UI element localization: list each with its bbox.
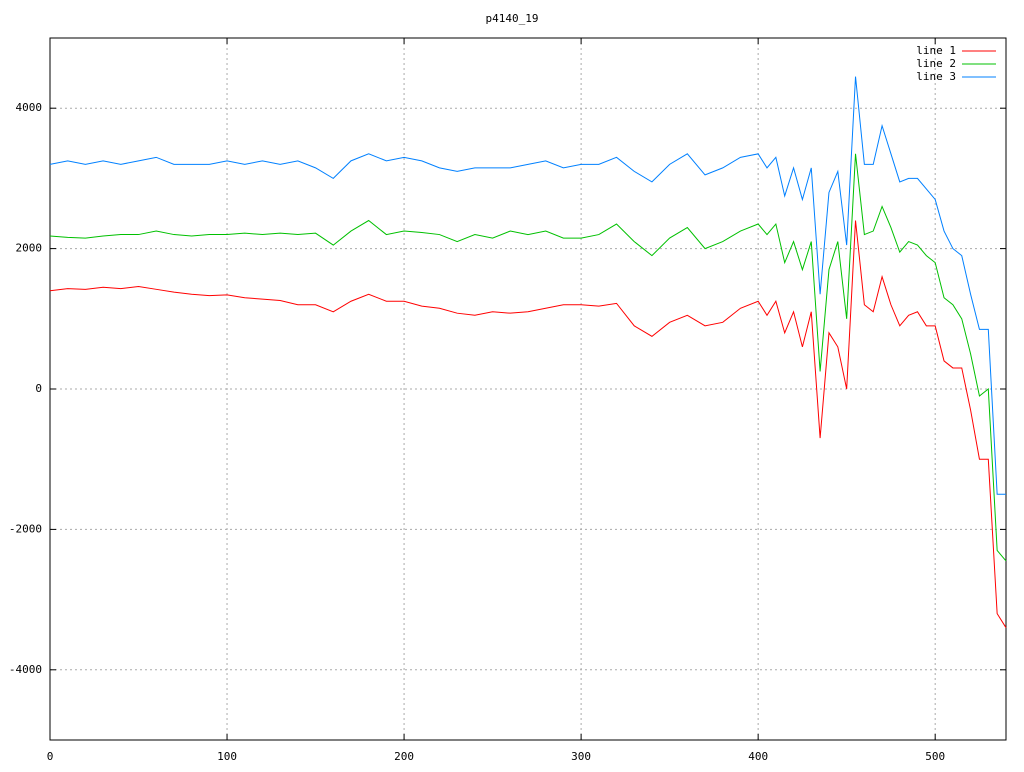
x-tick-label: 0 <box>47 750 54 763</box>
legend-label: line 2 <box>916 57 956 70</box>
chart-title: p4140_19 <box>486 12 539 25</box>
data-line <box>49 76 1006 495</box>
plot-border <box>49 37 1007 741</box>
legend-label: line 1 <box>916 44 956 57</box>
y-tick-label: -2000 <box>9 522 42 535</box>
data-line <box>49 153 1007 562</box>
x-tick-label: 500 <box>925 750 945 763</box>
x-tick-label: 200 <box>394 750 414 763</box>
x-tick-label: 300 <box>571 750 591 763</box>
x-tick-label: 400 <box>748 750 768 763</box>
y-tick-label: 2000 <box>16 242 43 255</box>
y-tick-label: 4000 <box>16 101 43 114</box>
data-line <box>49 220 1007 628</box>
x-tick-label: 100 <box>217 750 237 763</box>
legend-label: line 3 <box>916 70 956 83</box>
y-tick-label: 0 <box>35 382 42 395</box>
y-tick-label: -4000 <box>9 663 42 676</box>
